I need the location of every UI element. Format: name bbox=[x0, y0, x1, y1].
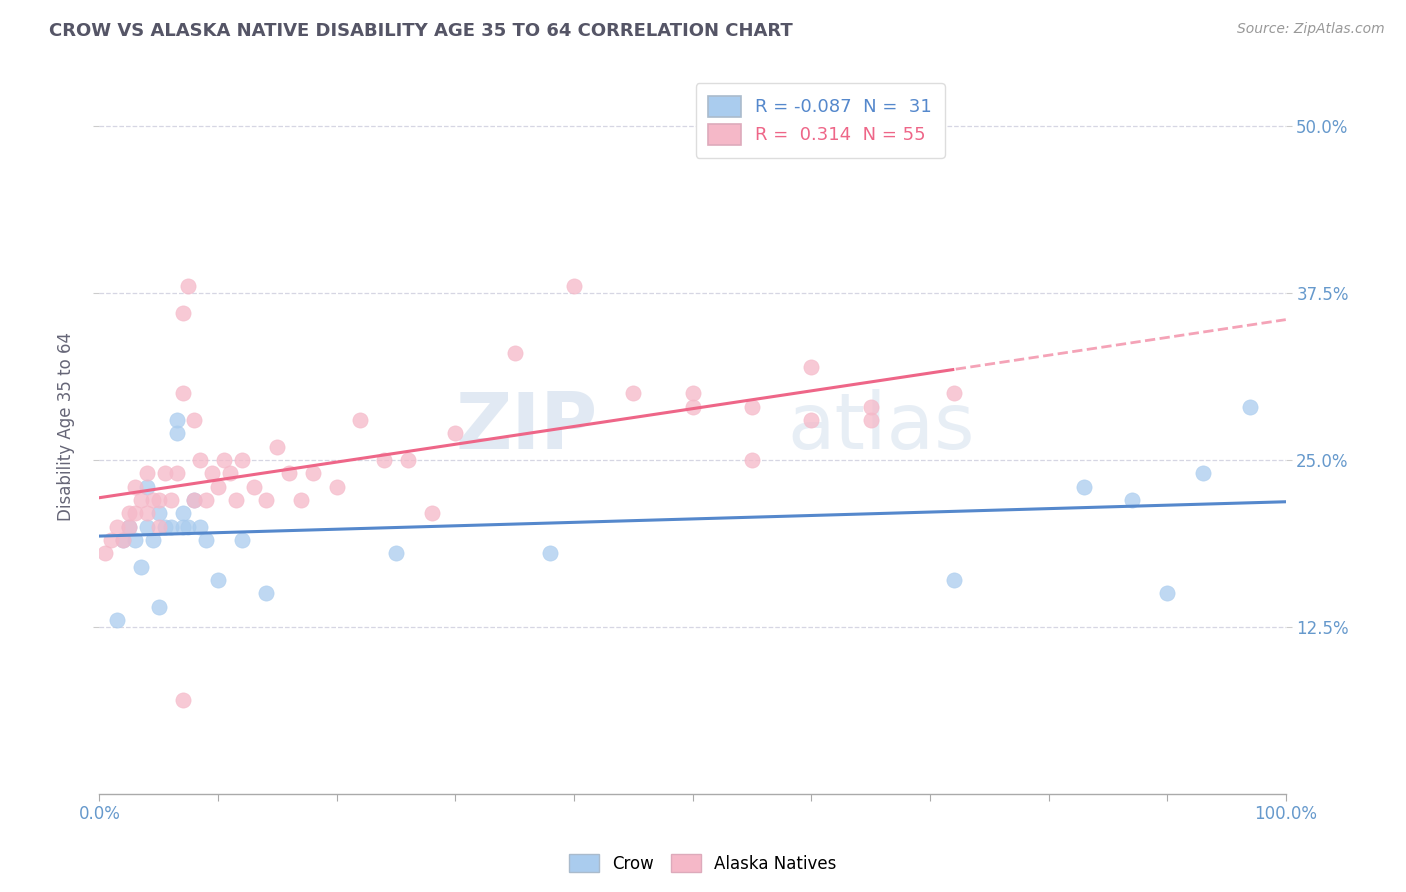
Point bbox=[562, 279, 585, 293]
Point bbox=[172, 507, 194, 521]
Point bbox=[859, 413, 882, 427]
Point bbox=[148, 599, 170, 614]
Point bbox=[800, 359, 823, 374]
Point bbox=[172, 306, 194, 320]
Point bbox=[136, 480, 159, 494]
Point bbox=[148, 507, 170, 521]
Point bbox=[195, 493, 218, 508]
Point bbox=[396, 453, 419, 467]
Point bbox=[385, 546, 408, 560]
Point bbox=[183, 413, 205, 427]
Point bbox=[129, 559, 152, 574]
Point bbox=[94, 546, 117, 560]
Point bbox=[420, 507, 443, 521]
Point bbox=[112, 533, 135, 547]
Point bbox=[177, 279, 200, 293]
Point bbox=[148, 493, 170, 508]
Point bbox=[166, 413, 188, 427]
Point bbox=[159, 493, 181, 508]
Text: atlas: atlas bbox=[787, 389, 974, 465]
Point bbox=[129, 493, 152, 508]
Point bbox=[278, 467, 301, 481]
Point bbox=[118, 507, 141, 521]
Point bbox=[201, 467, 224, 481]
Point bbox=[172, 386, 194, 401]
Point bbox=[183, 493, 205, 508]
Point bbox=[172, 520, 194, 534]
Point bbox=[172, 693, 194, 707]
Y-axis label: Disability Age 35 to 64: Disability Age 35 to 64 bbox=[58, 332, 75, 521]
Point bbox=[188, 453, 211, 467]
Point bbox=[100, 533, 122, 547]
Legend: Crow, Alaska Natives: Crow, Alaska Natives bbox=[562, 847, 844, 880]
Point bbox=[254, 586, 277, 600]
Point bbox=[503, 346, 526, 360]
Point bbox=[195, 533, 218, 547]
Point bbox=[1121, 493, 1143, 508]
Point bbox=[153, 467, 176, 481]
Text: Source: ZipAtlas.com: Source: ZipAtlas.com bbox=[1237, 22, 1385, 37]
Point bbox=[621, 386, 644, 401]
Point bbox=[124, 533, 146, 547]
Point bbox=[212, 453, 235, 467]
Point bbox=[112, 533, 135, 547]
Point bbox=[444, 426, 467, 441]
Point bbox=[538, 546, 561, 560]
Point bbox=[136, 507, 159, 521]
Point bbox=[741, 453, 763, 467]
Point bbox=[225, 493, 247, 508]
Point bbox=[105, 613, 128, 627]
Point bbox=[800, 413, 823, 427]
Point bbox=[231, 533, 253, 547]
Point bbox=[1239, 400, 1261, 414]
Point bbox=[177, 520, 200, 534]
Point bbox=[142, 533, 165, 547]
Point bbox=[254, 493, 277, 508]
Point bbox=[136, 520, 159, 534]
Point bbox=[302, 467, 325, 481]
Point bbox=[219, 467, 242, 481]
Point bbox=[166, 467, 188, 481]
Point bbox=[942, 386, 965, 401]
Point bbox=[148, 520, 170, 534]
Point bbox=[1073, 480, 1095, 494]
Point bbox=[136, 467, 159, 481]
Text: ZIP: ZIP bbox=[456, 389, 598, 465]
Point bbox=[859, 400, 882, 414]
Point bbox=[242, 480, 264, 494]
Legend: R = -0.087  N =  31, R =  0.314  N = 55: R = -0.087 N = 31, R = 0.314 N = 55 bbox=[696, 83, 945, 158]
Point bbox=[373, 453, 395, 467]
Point bbox=[1191, 467, 1213, 481]
Point bbox=[290, 493, 312, 508]
Point bbox=[682, 400, 704, 414]
Point bbox=[682, 386, 704, 401]
Point bbox=[118, 520, 141, 534]
Point bbox=[266, 440, 288, 454]
Point bbox=[207, 573, 229, 587]
Point bbox=[349, 413, 371, 427]
Point bbox=[741, 400, 763, 414]
Point bbox=[118, 520, 141, 534]
Point bbox=[124, 480, 146, 494]
Point bbox=[1156, 586, 1178, 600]
Point bbox=[326, 480, 349, 494]
Text: CROW VS ALASKA NATIVE DISABILITY AGE 35 TO 64 CORRELATION CHART: CROW VS ALASKA NATIVE DISABILITY AGE 35 … bbox=[49, 22, 793, 40]
Point bbox=[207, 480, 229, 494]
Point bbox=[124, 507, 146, 521]
Point bbox=[942, 573, 965, 587]
Point bbox=[183, 493, 205, 508]
Point bbox=[188, 520, 211, 534]
Point bbox=[159, 520, 181, 534]
Point bbox=[166, 426, 188, 441]
Point bbox=[153, 520, 176, 534]
Point bbox=[105, 520, 128, 534]
Point bbox=[142, 493, 165, 508]
Point bbox=[231, 453, 253, 467]
